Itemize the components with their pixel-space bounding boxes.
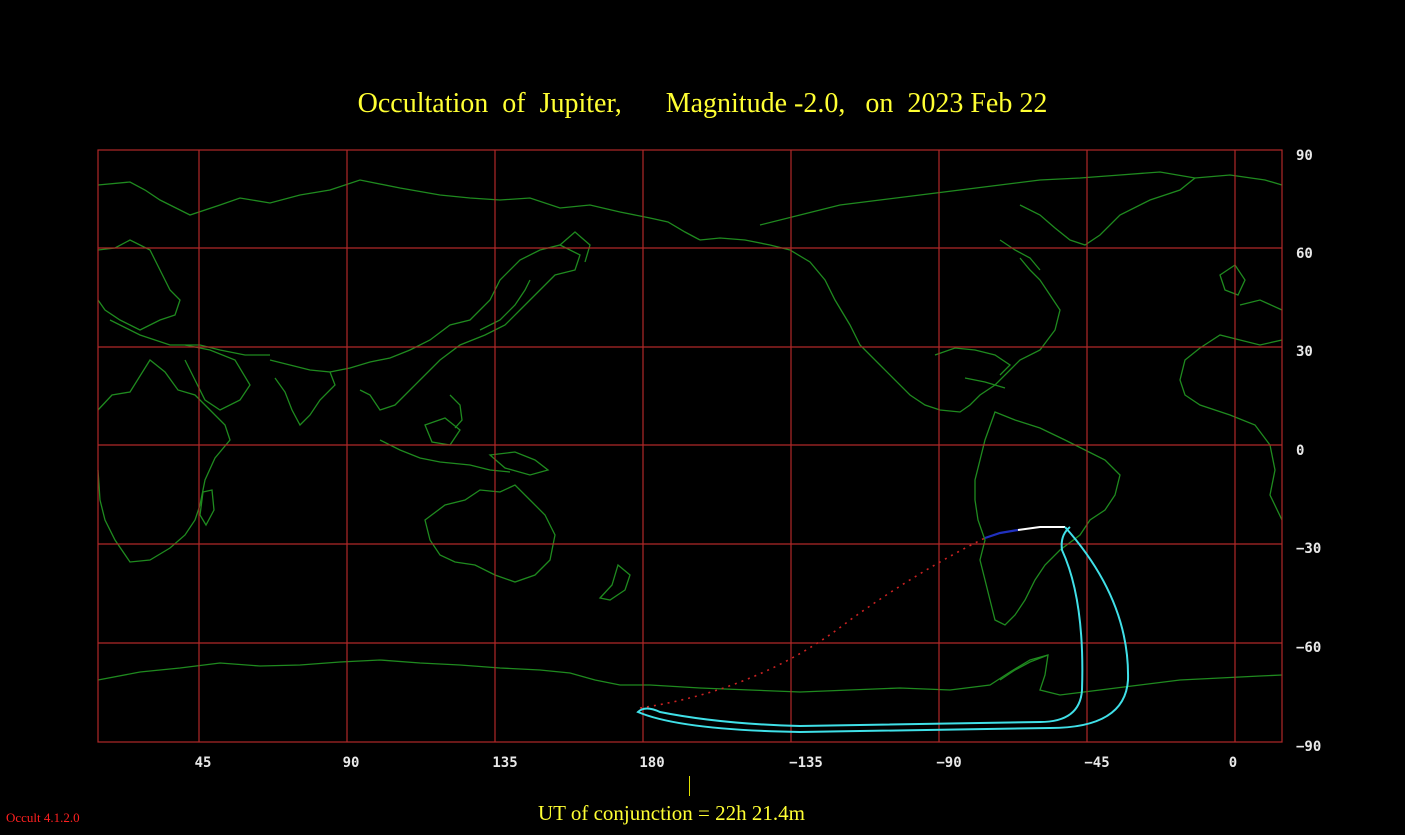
coast-britain-right	[1219, 264, 1246, 296]
coast-new-zealand	[598, 563, 631, 601]
coast-arabia	[184, 344, 251, 411]
coast-india	[269, 359, 336, 427]
lon-label-minus45: −45	[1084, 755, 1110, 771]
path-twilight-segment	[984, 528, 1019, 540]
coast-greenland	[1194, 174, 1283, 186]
lat-label-minus30: −30	[1296, 541, 1322, 557]
lat-label-60: 60	[1296, 246, 1313, 262]
map-title: Occultation of Jupiter, Magnitude -2.0, on…	[0, 88, 1405, 120]
lat-label-0: 0	[1296, 443, 1305, 459]
coast-japan	[479, 279, 531, 331]
coast-iberia-right	[1239, 299, 1283, 311]
coast-west-africa-right	[1179, 334, 1283, 521]
lon-label-0: 0	[1228, 755, 1238, 771]
lat-label-minus90: −90	[1296, 739, 1322, 755]
lon-label-180: 180	[639, 755, 665, 771]
coast-kamchatka	[559, 231, 591, 263]
lat-label-90: 90	[1296, 148, 1313, 164]
coast-australia	[424, 484, 556, 583]
title-magnitude: Magnitude -2.0,	[665, 88, 846, 119]
coast-canada-arctic	[759, 171, 1197, 246]
coast-eurasia-north	[97, 179, 701, 241]
coast-madagascar	[199, 489, 215, 527]
coastlines	[97, 171, 1283, 696]
occultation-path	[636, 526, 1130, 734]
coast-cuba	[964, 377, 1006, 389]
path-below-horizon-line	[639, 537, 986, 709]
title-object: Occultation of Jupiter,	[357, 88, 622, 119]
coast-indonesia	[379, 439, 511, 473]
coast-antarctic-peninsula	[999, 654, 1049, 681]
lat-label-minus60: −60	[1296, 640, 1322, 656]
conjunction-tick	[689, 776, 690, 796]
coast-gulf-mexico	[934, 347, 1012, 376]
map-frame	[97, 149, 1283, 743]
lon-label-90: 90	[342, 755, 360, 771]
lat-label-30: 30	[1296, 344, 1313, 360]
coast-new-guinea	[488, 451, 550, 476]
lon-label-minus90: −90	[936, 755, 962, 771]
coast-east-asia	[329, 244, 581, 411]
coast-europe	[97, 239, 181, 331]
coast-africa	[97, 359, 231, 563]
lon-label-minus135: −135	[789, 755, 823, 771]
path-outer-limit	[636, 526, 1130, 734]
title-date: on 2023 Feb 22	[865, 88, 1048, 119]
coast-hudson	[999, 239, 1041, 271]
map-grid	[97, 149, 1283, 743]
coast-antarctica	[97, 654, 1283, 696]
coast-south-america	[974, 411, 1121, 626]
coast-mediterranean	[109, 319, 270, 356]
lon-label-135: 135	[492, 755, 518, 771]
path-daylight-segment	[1017, 526, 1065, 531]
conjunction-time-label: UT of conjunction = 22h 21.4m	[538, 801, 805, 825]
software-version: Occult 4.1.2.0	[6, 810, 80, 825]
coast-north-america	[699, 237, 1061, 413]
coast-philippines	[449, 394, 463, 429]
lon-label-45: 45	[194, 755, 212, 771]
coast-borneo	[424, 417, 461, 446]
